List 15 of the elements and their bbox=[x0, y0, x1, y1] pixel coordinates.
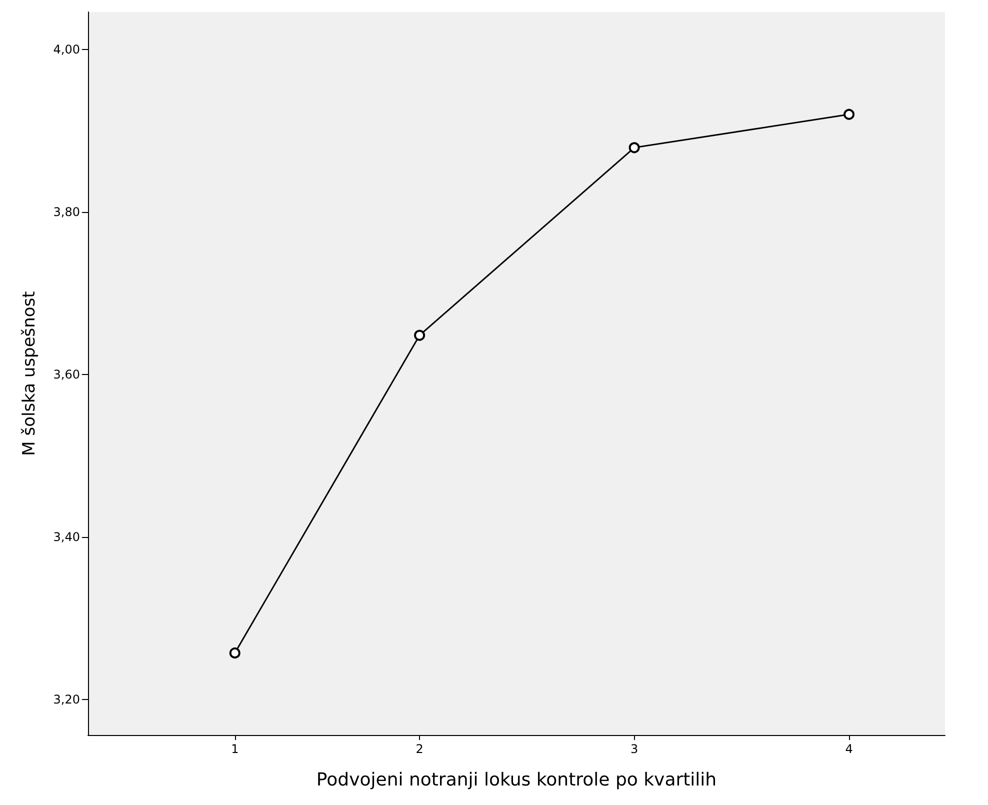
point bbox=[229, 647, 240, 658]
y-tick-label: 3,80 bbox=[53, 204, 80, 219]
point bbox=[844, 108, 855, 120]
x-axis-title: Podvojeni notranji lokus kontrole po kvartilih bbox=[316, 770, 717, 790]
x-tick-label: 1 bbox=[231, 742, 239, 756]
x-tick-label: 2 bbox=[416, 742, 424, 756]
point bbox=[628, 142, 640, 154]
x-tick-label: 3 bbox=[630, 742, 638, 756]
y-tick-label: 3,40 bbox=[53, 530, 80, 544]
y-tick-label: 3,60 bbox=[53, 367, 80, 382]
y-tick-label: 3,20 bbox=[53, 692, 80, 706]
point bbox=[414, 330, 426, 341]
y-tick-label: 4,00 bbox=[53, 42, 80, 56]
y-axis-title: M šolska uspešnost bbox=[20, 290, 40, 456]
x-tick-label: 4 bbox=[845, 742, 853, 756]
